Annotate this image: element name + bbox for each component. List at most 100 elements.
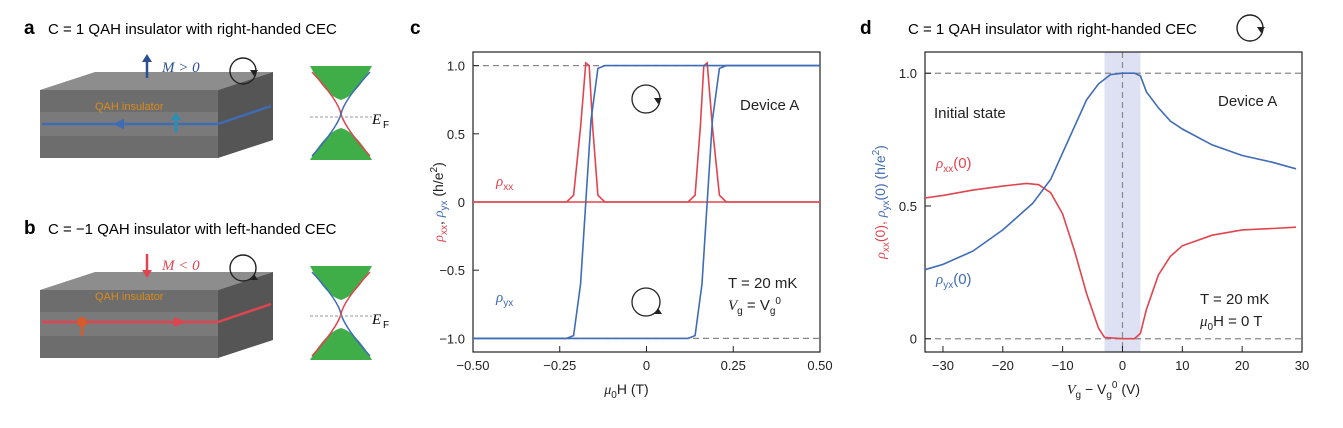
y-tick-label-c-4: −1.0	[439, 331, 465, 346]
field-label-d-mu: μ	[1199, 314, 1208, 330]
panel-c-letter: c	[410, 18, 421, 39]
series-label-d-yx-rest: (0)	[953, 271, 971, 288]
cec-right-arrowhead-c	[654, 98, 662, 104]
series-label-c-yx-sub: yx	[503, 298, 513, 309]
y-label-d-rho1: ρ	[874, 252, 889, 260]
x-axis-label-c-mu: μ	[603, 383, 611, 398]
series-label-c-rho-yx: ρyx	[495, 290, 513, 309]
magnetization-down-arrow-head	[142, 270, 152, 278]
magnetization-up-arrow-head	[142, 54, 152, 62]
gate-label-c-sub2: g	[770, 306, 776, 317]
valence-band-a	[310, 128, 372, 160]
panel-b-title: C = −1 QAH insulator with left-handed CE…	[48, 221, 337, 238]
series-label-d-yx-sub: yx	[943, 280, 953, 291]
series-label-d-rho-yx: ρyx(0)	[935, 271, 972, 291]
plot-frame-d	[924, 51, 1303, 353]
valence-band-b	[310, 328, 372, 360]
x-axis-label-c-rest: H (T)	[617, 381, 649, 397]
series-label-d-xx-rest: (0)	[953, 155, 971, 172]
y-label-d-sup: 2	[871, 149, 882, 155]
panel-d: d C = 1 QAH insulator with right-handed …	[860, 14, 1309, 401]
series-c-xx-sweep_down	[473, 61, 820, 203]
dirac-line-b-red	[311, 271, 371, 357]
conduction-band-a	[310, 66, 372, 100]
slab-a-top	[40, 72, 273, 90]
y-label-c-close: )	[430, 162, 446, 167]
cec-left-arrowhead-c	[654, 308, 662, 314]
magnetization-b-label: M < 0	[161, 258, 200, 274]
slab-b-side	[218, 272, 273, 358]
series-label-d-yx-rho: ρ	[935, 272, 943, 288]
x-tick-label-d-6: 30	[1295, 358, 1309, 373]
cec-left-icon-c	[631, 287, 661, 317]
x-tick-label-d-2: −10	[1052, 358, 1074, 373]
x-axis-label-d-sup: 0	[1112, 380, 1118, 391]
x-tick-label-c-1: −0.25	[543, 358, 576, 373]
panel-b-letter: b	[24, 218, 36, 239]
gate-label-c-sub: g	[737, 306, 743, 317]
cec-right-arrowhead-a	[250, 70, 258, 76]
series-label-c-yx-rho: ρ	[495, 290, 503, 306]
series-label-d-xx-rho: ρ	[935, 156, 943, 172]
x-tick-label-d-4: 10	[1175, 358, 1189, 373]
y-tick-label-c-2: 0	[458, 195, 465, 210]
y-label-c-sup: 2	[429, 166, 440, 172]
panel-a-title: C = 1 QAH insulator with right-handed CE…	[48, 21, 337, 38]
y-tick-label-d-0: 1.0	[899, 66, 917, 81]
series-label-d-xx-sub: xx	[943, 164, 953, 175]
slab-b-material-label: QAH insulator	[95, 291, 164, 303]
y-tick-label-c-3: −0.5	[439, 263, 465, 278]
dirac-line-a-blue	[311, 71, 371, 157]
y-label-c-unit: (h/e	[430, 172, 446, 200]
gate-label-c-eq: = V	[743, 297, 770, 314]
panel-a-letter: a	[24, 18, 35, 39]
x-tick-label-d-5: 20	[1235, 358, 1249, 373]
panel-d-letter: d	[860, 18, 872, 39]
panel-a: a C = 1 QAH insulator with right-handed …	[24, 18, 389, 160]
panel-c: c −0.50 −0.25 0 0.25 0.501.00.50−0.5−1.0μ0H …	[410, 18, 833, 401]
series-c-xx-sweep_up	[473, 61, 820, 203]
x-axis-label-d-mid: − V	[1081, 381, 1107, 397]
y-tick-label-d-1: 0.5	[899, 199, 917, 214]
series-c-yx-sweep_down	[473, 64, 820, 340]
slab-b-top	[40, 272, 273, 290]
panel-b: b C = −1 QAH insulator with left-handed …	[24, 218, 389, 360]
fermi-label-b: E	[371, 312, 381, 328]
y-tick-label-c-0: 1.0	[447, 59, 465, 74]
y-tick-label-c-1: 0.5	[447, 127, 465, 142]
y-label-d-unit: (0) (h/e	[872, 155, 888, 200]
y-label-c-sub2: yx	[439, 201, 450, 211]
gate-label-c-v: V	[728, 298, 739, 314]
series-label-c-xx-rho: ρ	[495, 174, 503, 190]
edge-channel-b-side	[217, 302, 272, 324]
magnetization-a-label: M > 0	[161, 60, 200, 76]
x-tick-label-d-1: −20	[992, 358, 1014, 373]
spin-a-head	[171, 112, 181, 120]
y-label-d-sub1: xx	[881, 242, 892, 252]
gate-label-c-sup: 0	[775, 296, 781, 307]
series-label-c-rho-xx: ρxx	[495, 174, 513, 193]
device-label-c: Device A	[740, 97, 799, 114]
initial-state-label-d: Initial state	[934, 105, 1006, 122]
edge-arrow-b	[174, 317, 186, 327]
x-axis-label-d: Vg − Vg0 (V)	[1067, 380, 1140, 401]
y-label-c-rho1: ρ	[432, 235, 447, 243]
series-c-yx-sweep_up	[473, 64, 820, 340]
temperature-label-c-text: T = 20 mK	[728, 275, 797, 292]
x-tick-label-c-3: 0.25	[721, 358, 746, 373]
x-axis-label-c-sub: 0	[611, 390, 617, 401]
x-axis-label-d-unit: (V)	[1117, 381, 1140, 397]
series-d-yx	[924, 72, 1297, 271]
field-label-d-rest: H = 0 T	[1213, 313, 1262, 330]
x-tick-label-d-3: 0	[1119, 358, 1126, 373]
field-label-d: μ0H = 0 T	[1199, 313, 1262, 333]
slab-a-material-label: QAH insulator	[95, 101, 164, 113]
series-d-xx	[924, 182, 1297, 340]
y-label-d-close: )	[872, 145, 888, 150]
x-tick-label-c-2: 0	[643, 358, 650, 373]
conduction-band-b	[310, 266, 372, 300]
x-axis-label-d-sub1: g	[1076, 390, 1082, 401]
